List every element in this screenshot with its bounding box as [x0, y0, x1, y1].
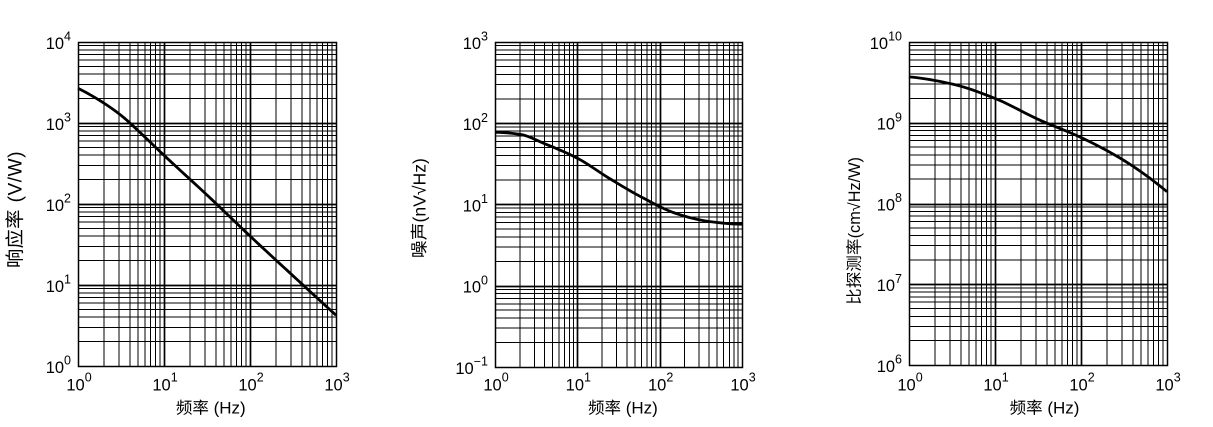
svg-text:(cm√Hz/W): (cm√Hz/W)	[846, 157, 864, 238]
svg-text:(Hz): (Hz)	[626, 399, 658, 418]
svg-text:(nV√Hz): (nV√Hz)	[409, 158, 429, 222]
svg-text:(V/W): (V/W)	[6, 151, 27, 203]
svg-text:(Hz): (Hz)	[214, 399, 246, 418]
svg-text:(Hz): (Hz)	[1047, 399, 1079, 418]
